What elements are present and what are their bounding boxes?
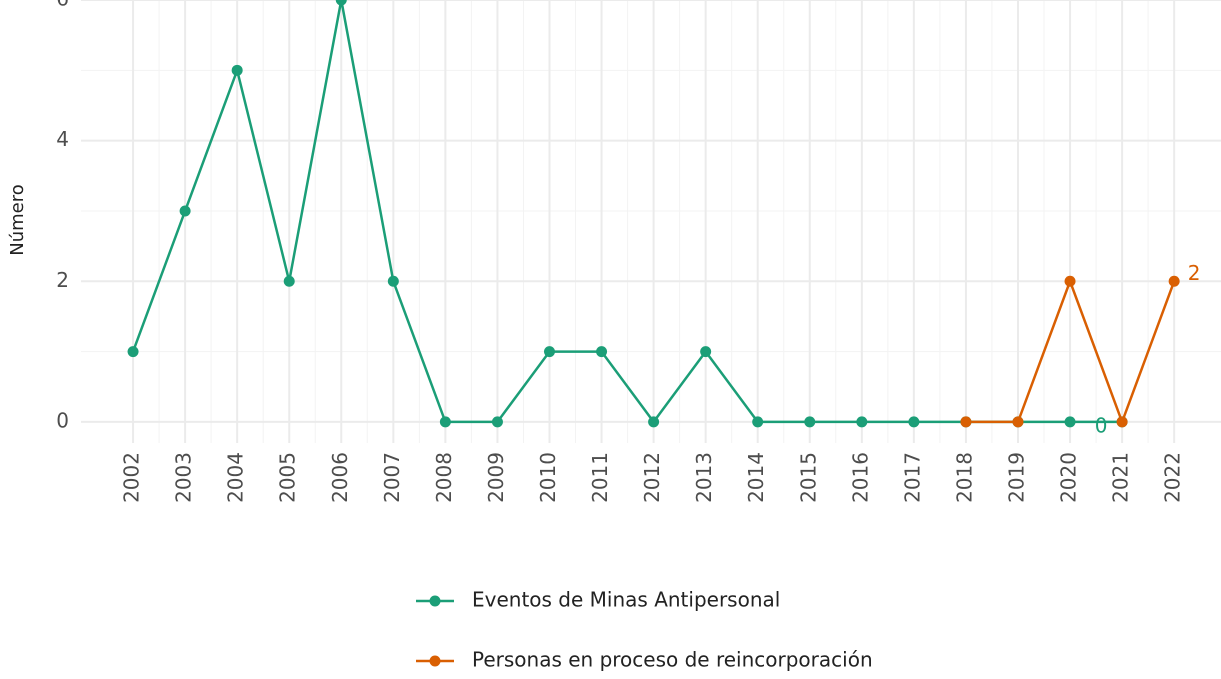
point	[596, 346, 608, 358]
x-tick-label: 2004	[224, 452, 248, 503]
y-tick-label: 6	[56, 0, 69, 11]
point	[335, 0, 347, 6]
series-line	[131, 0, 1123, 425]
x-tick-label: 2019	[1004, 452, 1028, 503]
y-axis-label: Número	[7, 184, 28, 256]
x-tick-label: 2017	[900, 452, 924, 503]
point	[1064, 275, 1076, 287]
point	[1168, 275, 1180, 287]
point	[1012, 416, 1024, 428]
point	[908, 416, 920, 428]
x-tick-label: 2018	[952, 452, 976, 503]
x-tick-label: 2011	[588, 452, 612, 503]
point	[700, 346, 712, 358]
legend-point	[429, 595, 441, 607]
x-tick-label: 2013	[692, 452, 716, 503]
point	[752, 416, 764, 428]
point	[179, 205, 191, 217]
point	[1116, 416, 1128, 428]
x-tick-label: 2015	[796, 452, 820, 503]
point	[439, 416, 451, 428]
end-label: 0	[1095, 413, 1108, 437]
x-tick-label: 2010	[536, 452, 560, 503]
x-tick-label: 2009	[484, 452, 508, 503]
legend-label: Eventos de Minas Antipersonal	[472, 588, 780, 612]
x-tick-label: 2022	[1161, 452, 1185, 503]
point	[960, 416, 972, 428]
y-tick-label: 0	[56, 408, 69, 432]
x-tick-label: 2021	[1109, 452, 1133, 503]
point	[491, 416, 503, 428]
x-tick-label: 2007	[380, 452, 404, 503]
x-tick-label: 2012	[640, 452, 664, 503]
point	[1064, 416, 1076, 428]
point	[648, 416, 660, 428]
end-label: 2	[1188, 261, 1201, 285]
point	[127, 346, 139, 358]
point	[283, 275, 295, 287]
y-tick-label: 4	[56, 127, 69, 151]
point	[543, 346, 555, 358]
x-tick-label: 2003	[172, 452, 196, 503]
x-tick-label: 2008	[432, 452, 456, 503]
x-tick-label: 2020	[1057, 452, 1081, 503]
x-tick-label: 2005	[276, 452, 300, 503]
legend-point	[429, 655, 441, 667]
point	[804, 416, 816, 428]
point	[231, 64, 243, 76]
point	[856, 416, 868, 428]
x-tick-label: 2014	[744, 452, 768, 503]
x-tick-label: 2006	[328, 452, 352, 503]
legend-label: Personas en proceso de reincorporación	[472, 648, 873, 672]
x-tick-label: 2016	[848, 452, 872, 503]
point	[387, 275, 399, 287]
y-tick-label: 2	[56, 268, 69, 292]
x-tick-label: 2002	[120, 452, 144, 503]
